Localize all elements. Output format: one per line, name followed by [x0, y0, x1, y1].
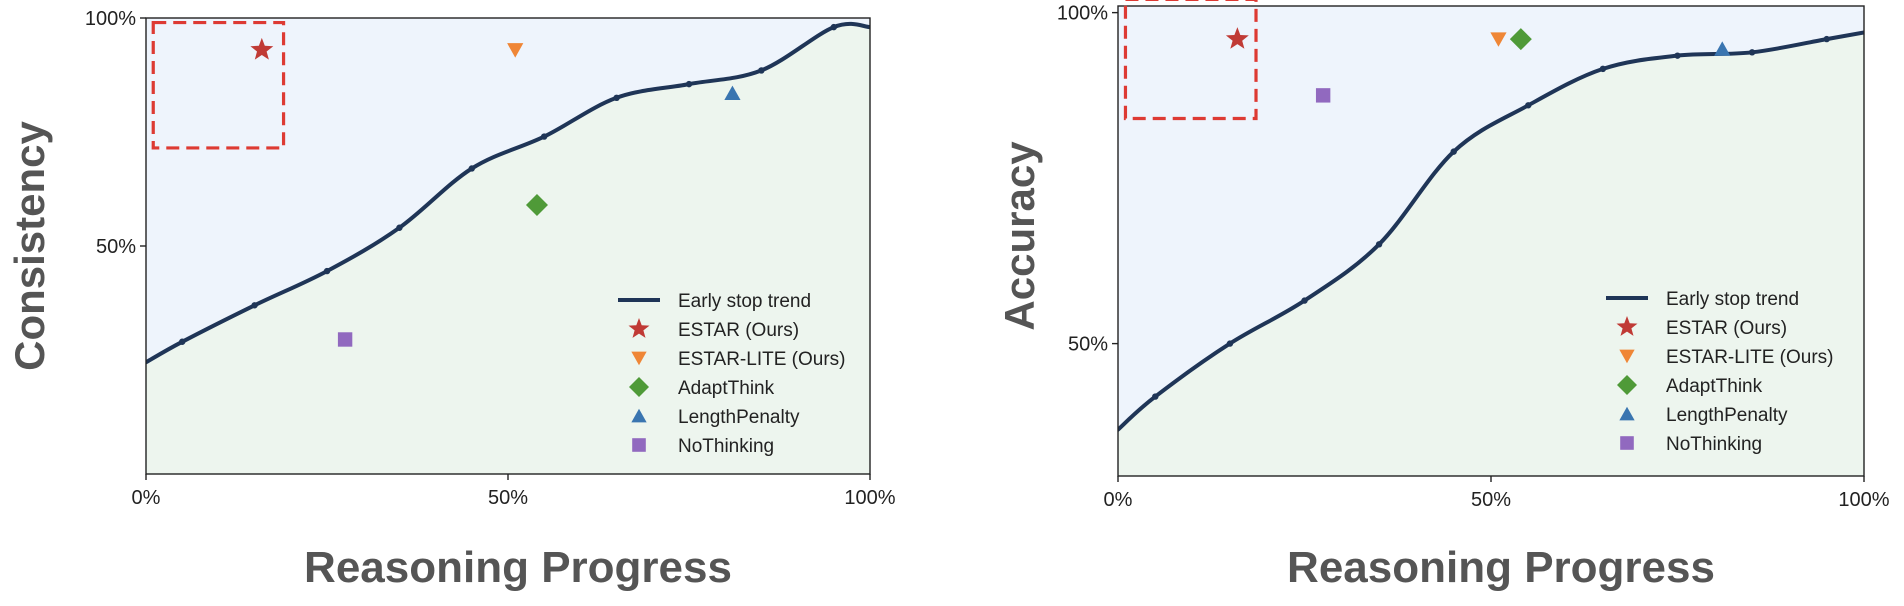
trend-point [1599, 65, 1607, 73]
trend-point [1152, 393, 1159, 400]
highlight-box [151, 20, 286, 150]
legend-label: AdaptThink [1666, 376, 1763, 397]
x-tick-label: 50% [1471, 489, 1511, 511]
trend-point [396, 224, 403, 231]
legend-label: NoThinking [1666, 434, 1762, 455]
legend-swatch-square [1620, 436, 1634, 450]
x-tick-label: 0% [132, 487, 161, 509]
trend-point [758, 67, 765, 74]
legend: Early stop trend ESTAR (Ours) ESTAR-LITE (… [1606, 289, 1834, 455]
legend-label: LengthPenalty [678, 407, 800, 428]
legend-swatch-star [628, 318, 650, 338]
trend-point [830, 23, 837, 31]
legend-swatch-star [1616, 316, 1638, 336]
legend-swatch-triangle-down [1619, 349, 1635, 364]
trend-point [1301, 297, 1308, 304]
y-tick-label: 100% [1057, 3, 1108, 25]
trend-point [1525, 102, 1532, 109]
trend-point [541, 133, 548, 140]
chart-svg: 0% 50% 100% 50% 100% Reasoning Progress Accura… [996, 0, 1890, 592]
y-tick-label: 50% [96, 236, 136, 258]
y-tick-label: 50% [1068, 334, 1108, 356]
trend-point [1450, 148, 1457, 155]
trend-point [179, 338, 186, 345]
point-adaptthink [525, 193, 548, 216]
legend-label-trend: Early stop trend [1666, 289, 1799, 310]
trend-point [1375, 241, 1383, 248]
consistency-chart-panel: 0% 50% 100% 50% 100% Reasoning Progress Consis… [6, 8, 896, 592]
legend-label: NoThinking [678, 436, 774, 457]
chart-svg: 0% 50% 100% 50% 100% Reasoning Progress Consis… [6, 8, 896, 592]
legend-label: ESTAR-LITE (Ours) [1666, 347, 1834, 368]
legend-label: ESTAR-LITE (Ours) [678, 349, 846, 370]
point-adaptthink [1509, 28, 1532, 51]
trend-point [468, 165, 475, 172]
x-axis-title: Reasoning Progress [304, 543, 732, 592]
legend-label-trend: Early stop trend [678, 291, 811, 312]
x-tick-label: 100% [1838, 489, 1889, 511]
region-below-trend [146, 23, 870, 474]
x-tick-label: 50% [488, 487, 528, 509]
legend-swatch-triangle-down [631, 351, 647, 366]
trend-point [323, 267, 331, 275]
legend-label: LengthPenalty [1666, 405, 1788, 426]
y-tick-label: 100% [85, 8, 136, 30]
legend-label: ESTAR (Ours) [1666, 318, 1787, 339]
legend: Early stop trend ESTAR (Ours) ESTAR-LITE (… [618, 291, 846, 457]
trend-point [1226, 340, 1234, 347]
point-nothinking [1315, 88, 1331, 103]
y-axis-title: Consistency [6, 120, 53, 370]
point-nothinking [337, 332, 353, 347]
legend-swatch-triangle-up [1619, 406, 1635, 421]
accuracy-chart-panel: 0% 50% 100% 50% 100% Reasoning Progress Accura… [952, 0, 1904, 606]
trend-point [1674, 52, 1681, 59]
trend-point [251, 302, 258, 309]
highlight-box [1123, 0, 1258, 121]
point-lengthpenalty [1714, 41, 1731, 56]
trend-point [685, 80, 693, 88]
legend-label: ESTAR (Ours) [678, 320, 799, 341]
x-axis-title: Reasoning Progress [1287, 543, 1715, 592]
point-estar-ours [250, 37, 274, 60]
point-estar-lite-ours [1490, 32, 1507, 47]
region-below-trend [1118, 32, 1864, 476]
point-estar-ours [1225, 27, 1249, 49]
legend-label: AdaptThink [678, 378, 775, 399]
point-estar-lite-ours [507, 43, 524, 58]
trend-point [613, 94, 620, 102]
trend-point [1748, 49, 1756, 56]
point-lengthpenalty [724, 85, 741, 100]
legend-swatch-diamond [1617, 375, 1637, 395]
x-tick-label: 0% [1104, 489, 1133, 511]
legend-swatch-square [632, 438, 646, 452]
y-axis-title: Accuracy [996, 141, 1043, 331]
legend-swatch-diamond [629, 377, 649, 397]
x-tick-label: 100% [844, 487, 895, 509]
legend-swatch-triangle-up [631, 408, 647, 423]
trend-point [1823, 35, 1830, 43]
